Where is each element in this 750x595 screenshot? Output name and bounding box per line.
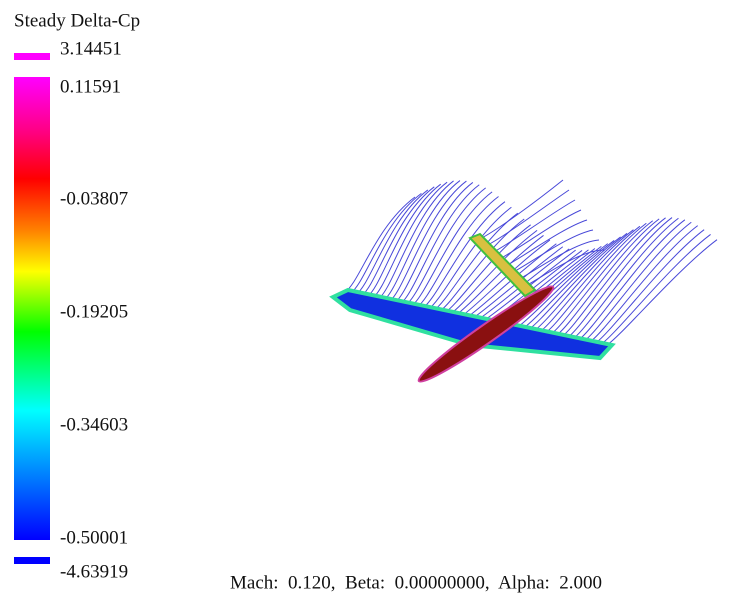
wake-line: [508, 230, 593, 275]
wake-line: [601, 234, 710, 343]
legend-title: Steady Delta-Cp: [14, 10, 140, 31]
viewer: Steady Delta-Cp 3.14451 0.11591 -0.03807…: [0, 0, 750, 595]
wake-line: [596, 230, 704, 343]
flight-conditions: Mach: 0.120, Beta: 0.00000000, Alpha: 2.…: [230, 572, 602, 593]
wake-line: [590, 226, 697, 342]
legend-label: -0.19205: [60, 301, 128, 322]
min-swatch: [14, 557, 50, 564]
legend-label: -0.50001: [60, 527, 128, 548]
wake-line: [607, 240, 717, 345]
wake-line: [490, 200, 575, 254]
legend-label: -4.63919: [60, 561, 128, 582]
legend-label: 3.14451: [60, 38, 122, 59]
max-swatch: [14, 53, 50, 60]
legend-label: -0.34603: [60, 414, 128, 435]
legend-label: -0.03807: [60, 188, 128, 209]
legend-label: 0.11591: [60, 76, 121, 97]
wake-line: [478, 180, 563, 240]
color-bar: [14, 77, 50, 540]
wake-line: [496, 210, 581, 261]
